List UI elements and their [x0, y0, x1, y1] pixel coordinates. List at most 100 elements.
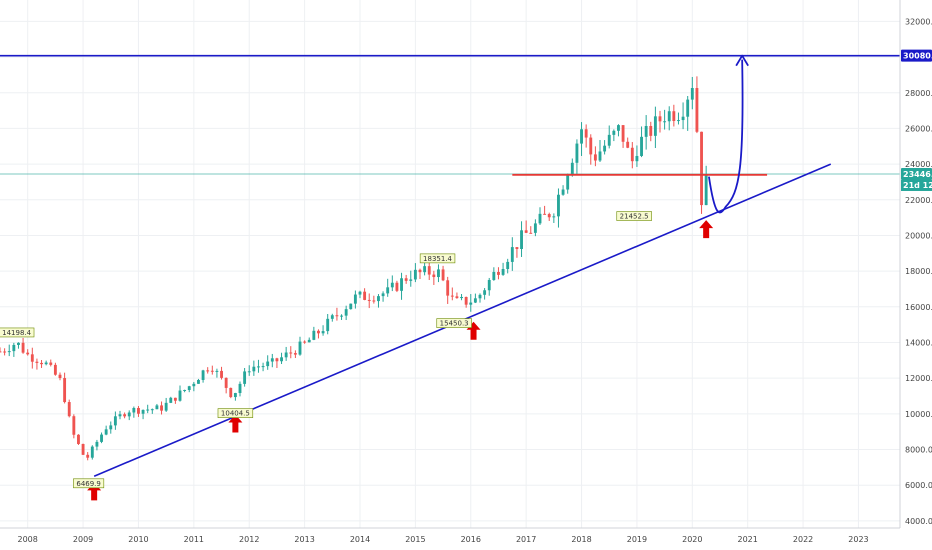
candle-body	[695, 88, 699, 132]
candle-body	[26, 352, 30, 355]
candle-body	[437, 269, 440, 278]
x-tick-label: 2023	[848, 535, 868, 544]
x-tick-label: 2011	[184, 535, 204, 544]
candle-body	[353, 294, 357, 304]
candle-body	[183, 389, 187, 391]
candle-body	[575, 143, 579, 163]
candle-body	[132, 407, 136, 413]
candle-body	[487, 279, 491, 291]
candle-body	[81, 443, 85, 455]
resistance-price-tag-text: 30080.3	[903, 52, 932, 61]
candle-body	[441, 269, 445, 281]
candle-body	[298, 341, 302, 355]
y-tick-label: 24000.0	[905, 160, 932, 169]
candle-body	[113, 416, 117, 426]
candle-body	[612, 130, 616, 135]
candle-body	[40, 362, 43, 365]
y-tick-label: 8000.0	[905, 446, 932, 455]
candle-body	[224, 377, 228, 388]
candle-body	[386, 287, 390, 294]
candle-body	[497, 271, 500, 275]
candle-body	[330, 315, 334, 319]
candle-body	[686, 99, 690, 117]
price-flag-box	[436, 318, 472, 328]
x-axis[interactable]: 2008 2009 2010 2011 2012 2013 2014 2015 2016 2017…	[0, 527, 900, 544]
candle-body	[173, 397, 177, 401]
candle-body	[413, 269, 417, 280]
price-flag-text: 6469.9	[76, 480, 101, 488]
candle-body	[0, 351, 2, 353]
candle-body	[464, 296, 468, 305]
candle-body	[63, 378, 67, 403]
candle-body	[201, 370, 205, 380]
candle-body	[303, 341, 307, 343]
candle-body	[492, 271, 496, 280]
candle-body	[275, 358, 279, 362]
candle-body	[321, 331, 325, 334]
candle-body	[104, 429, 108, 435]
candle-body	[252, 366, 256, 372]
candle-body	[100, 434, 103, 442]
current-price-tag-text: 23446.6	[903, 170, 932, 179]
candle-body	[372, 300, 376, 302]
candle-body	[520, 230, 523, 250]
countdown-tag-box	[901, 179, 932, 191]
price-flag-text: 15450.3	[440, 320, 469, 328]
y-tick-label: 6000.0	[905, 481, 932, 490]
candle-body	[584, 129, 588, 138]
candle-body	[169, 397, 173, 403]
projection-curve	[708, 59, 744, 214]
candle-body	[358, 291, 362, 295]
candle-body	[86, 454, 90, 458]
x-tick-label: 2020	[682, 535, 702, 544]
candle-body	[257, 366, 260, 368]
candle-body	[501, 269, 505, 275]
y-tick-label: 10000.0	[905, 410, 932, 419]
projection-arrowhead-icon	[735, 54, 749, 67]
x-tick-label: 2010	[128, 535, 148, 544]
countdown-tag-text: 21d 12h	[903, 181, 932, 190]
candle-body	[700, 131, 703, 206]
price-flag-box	[73, 478, 105, 489]
candle-body	[446, 280, 450, 296]
candle-body	[450, 295, 454, 297]
candle-body	[17, 342, 20, 345]
candle-body	[233, 393, 237, 398]
candle-body	[644, 125, 648, 137]
candle-body	[141, 409, 145, 414]
current-price-tag-box	[901, 167, 932, 180]
candle-body	[243, 371, 247, 384]
price-labels: 14198.4 6469.9 10404.5 18351.4 15450.3 21452.…	[0, 211, 652, 489]
candle-body	[524, 230, 528, 233]
y-tick-label: 16000.0	[905, 303, 932, 312]
candle-body	[210, 370, 214, 372]
y-axis[interactable]: 4000.0 6000.0 8000.0 10000.0 12000.0 14000.0 1…	[899, 0, 932, 528]
candle-body	[626, 141, 630, 148]
candle-body	[483, 290, 487, 295]
candle-body	[192, 383, 196, 387]
candle-body	[67, 402, 71, 417]
price-flag-box	[0, 327, 35, 338]
price-flag-text: 10404.5	[221, 410, 250, 418]
candle-body	[621, 125, 625, 142]
candle-body	[552, 216, 556, 218]
x-tick-label: 2018	[571, 535, 591, 544]
candle-body	[557, 194, 560, 217]
price-flag-text: 14198.4	[2, 329, 31, 337]
candle-body	[49, 362, 53, 365]
candle-body	[538, 213, 542, 224]
candle-body	[215, 370, 219, 372]
y-tick-label: 20000.0	[905, 231, 932, 240]
candle-body	[270, 358, 274, 362]
candle-body	[58, 374, 62, 379]
candle-body	[349, 303, 353, 310]
candles	[0, 76, 708, 461]
candle-body	[109, 425, 113, 430]
price-flag: 18351.4	[419, 253, 456, 264]
candle-body	[35, 361, 39, 363]
up-arrow-icon	[228, 414, 243, 433]
candle-body	[178, 390, 182, 401]
candle-body	[367, 299, 371, 301]
x-tick-label: 2016	[461, 535, 481, 544]
